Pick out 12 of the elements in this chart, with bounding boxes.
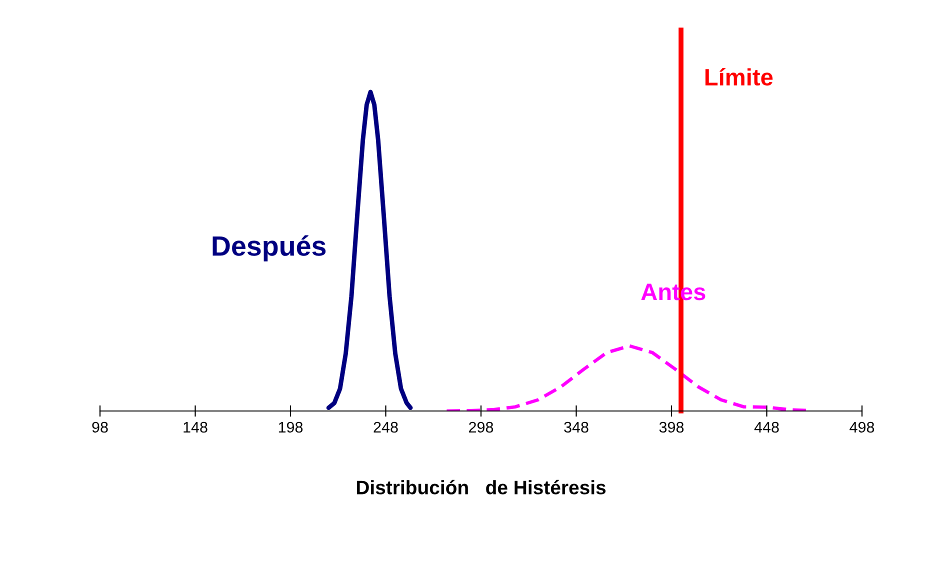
x-axis-title: Distribución de Histéresis — [356, 480, 606, 494]
x-tick-label: 348 — [564, 422, 588, 433]
x-tick-label: 498 — [850, 422, 874, 433]
series-label: Después — [212, 235, 326, 262]
x-tick-label: 248 — [374, 422, 398, 433]
x-tick-label: 298 — [469, 422, 494, 433]
x-tick-label: 448 — [754, 422, 779, 433]
x-tick-label: 398 — [659, 422, 684, 433]
x-tick-label: 198 — [278, 422, 303, 433]
ref-line-label: Límite — [705, 68, 773, 86]
x-tick-label: 98 — [92, 422, 108, 433]
x-tick-label: 148 — [184, 422, 208, 433]
